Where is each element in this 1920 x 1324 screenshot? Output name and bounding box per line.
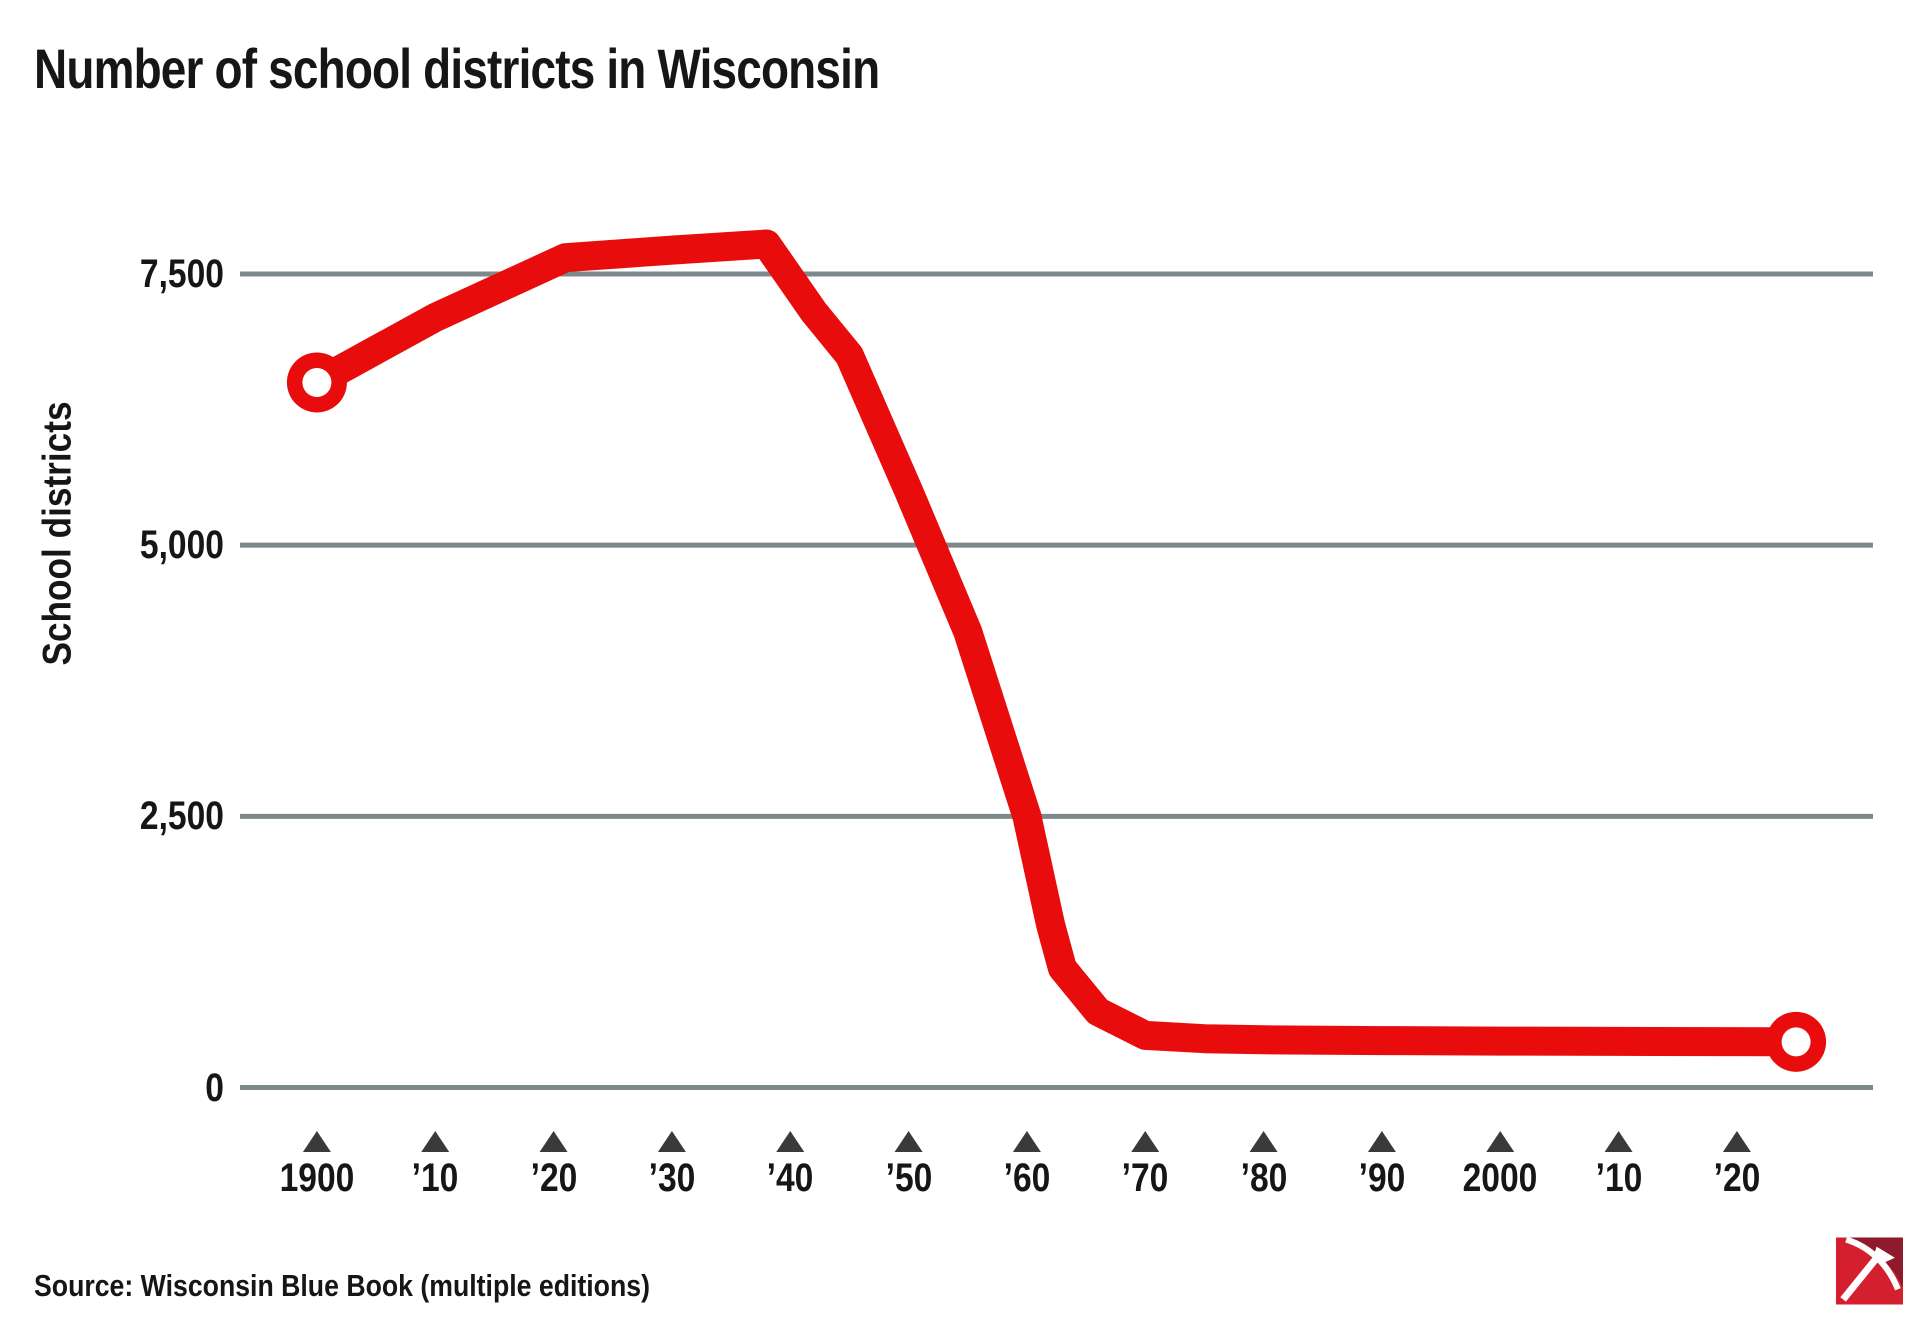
x-tick-triangle-1950 xyxy=(894,1131,923,1152)
x-tick-label-1930: ’30 xyxy=(648,1156,696,1200)
x-tick-triangle-1930 xyxy=(657,1131,686,1152)
y-tick-label-0: 0 xyxy=(205,1065,224,1110)
x-tick-label-1940: ’40 xyxy=(766,1156,814,1200)
x-tick-triangle-1990 xyxy=(1367,1131,1396,1152)
x-tick-triangle-1980 xyxy=(1249,1131,1278,1152)
y-tick-label-5000: 5,000 xyxy=(139,523,224,568)
x-tick-triangle-1940 xyxy=(776,1131,805,1152)
x-tick-label-2010: ’10 xyxy=(1595,1156,1642,1200)
logo-dark-triangle xyxy=(1849,1237,1903,1288)
chart-title: Number of school districts in Wisconsin xyxy=(34,37,880,100)
x-tick-label-1900: 1900 xyxy=(279,1156,355,1200)
x-tick-label-1960: ’60 xyxy=(1003,1156,1051,1200)
end-point-marker-hole xyxy=(1781,1027,1811,1057)
x-tick-label-1970: ’70 xyxy=(1121,1156,1169,1200)
x-tick-triangle-1960 xyxy=(1012,1131,1041,1152)
data-line xyxy=(309,229,1797,1057)
x-tick-triangle-2010 xyxy=(1604,1131,1633,1152)
x-tick-label-1920: ’20 xyxy=(530,1156,577,1200)
red-pickaxe-publisher-logo xyxy=(1836,1237,1903,1305)
x-tick-label-1950: ’50 xyxy=(885,1156,932,1200)
source-attribution: Source: Wisconsin Blue Book (multiple ed… xyxy=(34,1268,650,1303)
x-tick-triangle-1900 xyxy=(302,1131,331,1152)
x-axis-triangle-ticks xyxy=(302,1131,1751,1152)
x-tick-triangle-1910 xyxy=(421,1131,450,1152)
x-tick-label-2020: ’20 xyxy=(1713,1156,1761,1200)
x-tick-triangle-1970 xyxy=(1131,1131,1160,1152)
data-series-layer xyxy=(286,229,1827,1072)
start-point-marker-hole xyxy=(302,367,332,397)
x-tick-label-1990: ’90 xyxy=(1358,1156,1406,1200)
pickaxe-head-icon xyxy=(1873,1246,1895,1263)
x-tick-label-1910: ’10 xyxy=(411,1156,459,1200)
x-tick-label-2000: 2000 xyxy=(1462,1156,1538,1200)
x-tick-triangle-1920 xyxy=(539,1131,568,1152)
x-tick-triangle-2020 xyxy=(1722,1131,1751,1152)
x-tick-label-1980: ’80 xyxy=(1240,1156,1287,1200)
x-tick-triangle-2000 xyxy=(1486,1131,1515,1152)
y-tick-label-2500: 2,500 xyxy=(139,794,224,839)
pickaxe-handle-icon xyxy=(1840,1249,1885,1302)
y-tick-label-7500: 7,500 xyxy=(139,252,224,296)
